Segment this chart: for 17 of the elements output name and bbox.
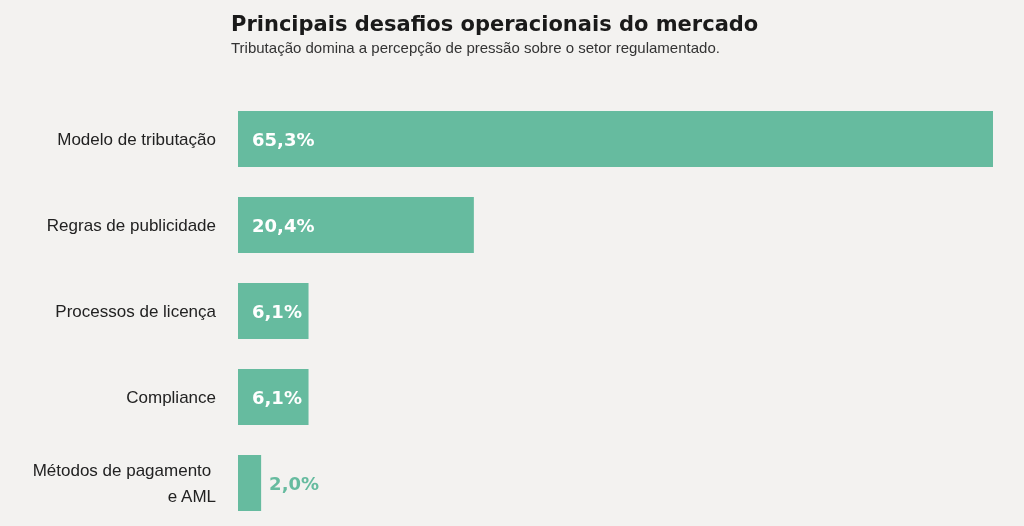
- bar: [238, 369, 309, 425]
- data-label: 6,1%: [252, 386, 302, 408]
- y-tick-label: Regras de publicidade: [46, 215, 216, 235]
- bar: [238, 283, 309, 339]
- chart-title: Principais desafios operacionais do mercado: [231, 11, 759, 36]
- data-label: 2,0%: [269, 472, 320, 494]
- y-tick-label: Compliance: [126, 387, 216, 407]
- y-tick-label: Métodos de pagamento e AML: [32, 460, 216, 506]
- y-tick-label: Processos de licença: [55, 301, 217, 321]
- bar: [238, 197, 474, 253]
- bar: [238, 111, 993, 167]
- chart-subtitle: Tributação domina a percepção de pressão sobre o setor regulamentado.: [231, 39, 720, 56]
- data-label: 65,3%: [252, 128, 315, 150]
- data-label: 6,1%: [252, 300, 302, 322]
- data-label: 20,4%: [252, 214, 315, 236]
- y-tick-label: Modelo de tributação: [57, 129, 216, 149]
- bar: [238, 455, 262, 511]
